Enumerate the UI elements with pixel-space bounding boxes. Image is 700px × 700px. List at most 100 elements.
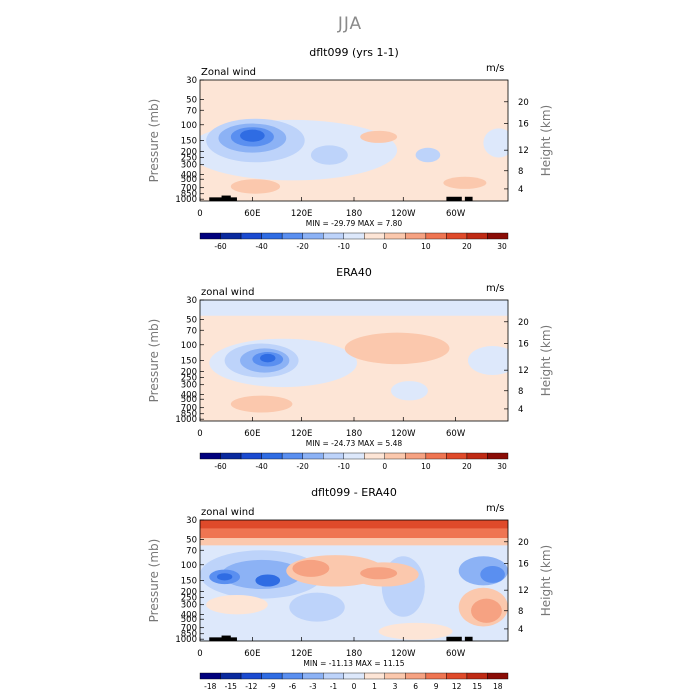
colorbar-label: -40 — [255, 242, 267, 251]
x-tick-label: 60W — [446, 649, 466, 659]
pressure-tick-label: 250 — [181, 153, 197, 163]
colorbar-label: -15 — [225, 682, 237, 691]
height-tick-label: 4 — [518, 405, 523, 415]
pressure-tick-label: 700 — [181, 624, 197, 634]
panel-title: ERA40 — [336, 266, 372, 279]
shading-layer — [200, 118, 508, 194]
colorbar-label: -12 — [245, 682, 257, 691]
pressure-tick-label: 500 — [181, 395, 197, 405]
colorbar-label: 10 — [421, 242, 431, 251]
pressure-tick-label: 100 — [181, 121, 197, 131]
pressure-tick-label: 200 — [181, 367, 197, 377]
colorbar-swatch — [364, 672, 385, 680]
pressure-tick-label: 300 — [181, 601, 197, 611]
pressure-tick-label: 100 — [181, 561, 197, 571]
colorbar-swatch — [240, 232, 262, 240]
contour-blob — [378, 622, 453, 640]
colorbar-label: 20 — [462, 462, 472, 471]
colorbar-swatch — [446, 232, 468, 240]
colorbar-label: -10 — [338, 462, 350, 471]
colorbar-swatch — [487, 452, 509, 460]
pressure-tick-label: 400 — [181, 170, 197, 180]
shading-layer — [200, 520, 508, 641]
x-tick-label: 0 — [197, 429, 202, 439]
colorbar-swatch — [384, 232, 406, 240]
contour-blob — [221, 559, 302, 589]
colorbar-swatch — [425, 232, 447, 240]
height-tick-label: 4 — [518, 185, 523, 195]
contour-blob — [255, 574, 281, 587]
pressure-tick-label: 400 — [181, 390, 197, 400]
x-tick-label: 180 — [346, 429, 362, 439]
colorbar-label: -20 — [297, 462, 309, 471]
x-tick-label: 120E — [291, 209, 313, 219]
pressure-tick-label: 70 — [186, 546, 197, 556]
contour-blob — [289, 592, 345, 622]
contour-band — [200, 538, 508, 546]
colorbar-swatch — [323, 672, 344, 680]
page-title: JJA — [337, 14, 363, 34]
pressure-tick-label: 1000 — [175, 195, 197, 205]
colorbar-swatch — [466, 232, 488, 240]
colorbar-swatch — [240, 452, 262, 460]
height-tick-label: 8 — [518, 607, 523, 617]
x-tick-label: 60E — [244, 429, 260, 439]
height-tick-label: 8 — [518, 167, 523, 177]
pressure-tick-label: 150 — [181, 137, 197, 147]
y-axis-title: Pressure (mb) — [147, 539, 161, 623]
colorbar-label: 1 — [372, 682, 377, 691]
pressure-tick-label: 850 — [181, 630, 197, 640]
colorbar-swatch — [384, 452, 406, 460]
x-tick-label: 60W — [446, 429, 466, 439]
colorbar-label: -40 — [255, 462, 267, 471]
pressure-tick-label: 700 — [181, 404, 197, 414]
pressure-tick-label: 250 — [181, 373, 197, 383]
units-label: m/s — [486, 283, 504, 294]
pressure-tick-label: 500 — [181, 175, 197, 185]
contour-blob — [480, 565, 505, 583]
contour-blob — [260, 353, 276, 363]
y-axis-title: Pressure (mb) — [147, 99, 161, 183]
contour-blob — [360, 130, 398, 143]
pressure-tick-label: 70 — [186, 326, 197, 336]
colorbar-label: -60 — [214, 242, 226, 251]
colorbar-swatch — [281, 232, 303, 240]
pressure-tick-label: 150 — [181, 357, 197, 367]
x-tick-label: 120W — [391, 429, 416, 439]
contour-blob — [292, 559, 330, 577]
topography-block — [446, 196, 462, 201]
contour-blob — [240, 129, 265, 142]
height-tick-label: 20 — [518, 538, 529, 548]
pressure-tick-label: 850 — [181, 190, 197, 200]
colorbar-label: -20 — [297, 242, 309, 251]
colorbar-label: 15 — [472, 682, 482, 691]
colorbar-label: 20 — [462, 242, 472, 251]
colorbar-label: -60 — [214, 462, 226, 471]
pressure-tick-label: 1000 — [175, 415, 197, 425]
contour-blob — [467, 345, 508, 376]
pressure-tick-label: 100 — [181, 341, 197, 351]
colorbar-swatch — [405, 232, 427, 240]
pressure-tick-label: 400 — [181, 610, 197, 620]
pressure-tick-label: 200 — [181, 587, 197, 597]
min-max-text: MIN = -24.73 MAX = 5.48 — [306, 439, 403, 448]
contour-blob — [230, 179, 281, 194]
contour-blob — [415, 147, 441, 163]
colorbar-swatch — [302, 232, 324, 240]
panel-title: dflt099 (yrs 1-1) — [309, 46, 399, 59]
x-tick-label: 60E — [244, 649, 260, 659]
colorbar-swatch — [302, 452, 324, 460]
contour-blob — [390, 381, 428, 401]
colorbar-swatch — [364, 232, 385, 240]
pressure-tick-label: 300 — [181, 161, 197, 171]
pressure-tick-label: 50 — [186, 95, 197, 105]
colorbar-label: 0 — [382, 242, 387, 251]
topography-block — [464, 636, 473, 641]
contour-blob — [216, 573, 233, 581]
contour-blob — [230, 395, 293, 413]
y-axis-title: Pressure (mb) — [147, 319, 161, 403]
colorbar: -18 -15 -12 -9 -6 -3 -1 0 1 3 6 9 12 15 18 — [199, 672, 509, 691]
